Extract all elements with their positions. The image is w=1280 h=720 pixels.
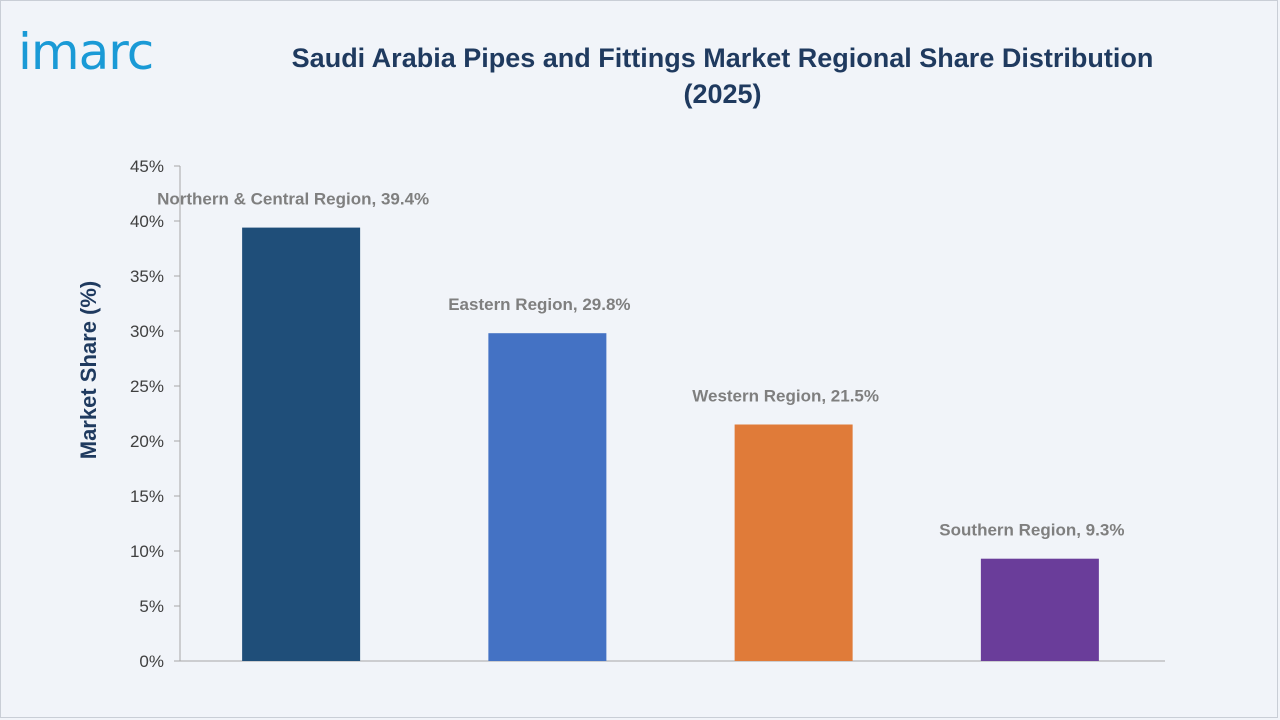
y-tick-label: 20% xyxy=(130,432,164,451)
y-tick-label: 10% xyxy=(130,542,164,561)
y-tick-label: 30% xyxy=(130,322,164,341)
y-tick-label: 0% xyxy=(139,652,164,671)
y-tick-label: 35% xyxy=(130,267,164,286)
y-axis-title: Market Share (%) xyxy=(76,281,101,460)
data-labels: Northern & Central Region, 39.4% Eastern … xyxy=(157,190,1124,540)
bar-data-label: Western Region, 21.5% xyxy=(692,387,879,406)
y-tick-label: 5% xyxy=(139,597,164,616)
y-tick-label: 45% xyxy=(130,157,164,176)
bar xyxy=(734,424,853,661)
bar-data-label: Northern & Central Region, 39.4% xyxy=(157,190,429,209)
bar-data-label: Southern Region, 9.3% xyxy=(939,521,1124,540)
bars xyxy=(242,227,1099,661)
y-tick-label: 25% xyxy=(130,377,164,396)
y-tick-label: 15% xyxy=(130,487,164,506)
chart-title: Saudi Arabia Pipes and Fittings Market R… xyxy=(291,43,1154,109)
imarc-logo: imarc xyxy=(18,23,154,81)
bar xyxy=(980,558,1099,661)
bar xyxy=(242,227,361,661)
bar xyxy=(488,333,607,661)
y-tick-label: 40% xyxy=(130,212,164,231)
bar-data-label: Eastern Region, 29.8% xyxy=(448,295,630,314)
